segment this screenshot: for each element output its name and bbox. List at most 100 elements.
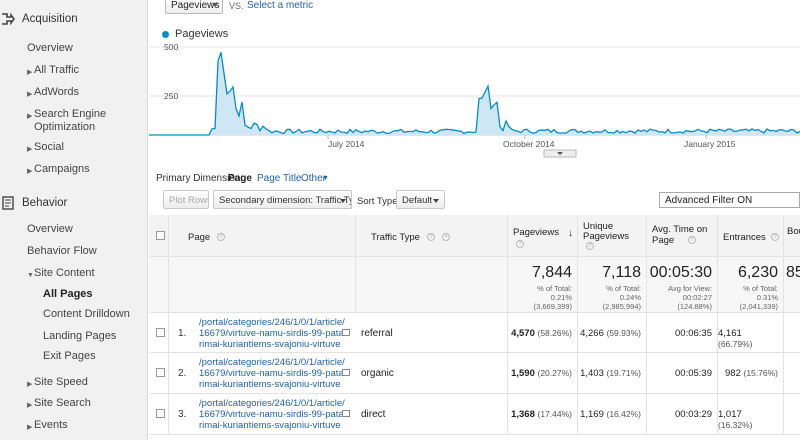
pageviews-pct: (17.44%) bbox=[537, 409, 573, 419]
total-value: 00:05:30 bbox=[649, 264, 712, 281]
entrances-value: 4,161 bbox=[718, 328, 742, 339]
header-bounce-label: Bou bbox=[787, 226, 800, 237]
remove-dimension-icon[interactable]: × bbox=[442, 233, 450, 241]
row-checkbox-cell bbox=[149, 394, 169, 434]
table-header-row: Page ? Traffic Type ? × Pageviews ? ↓ Un… bbox=[149, 215, 800, 257]
open-page-icon[interactable] bbox=[342, 369, 350, 376]
entrances-value: 982 bbox=[725, 368, 741, 379]
header-avg-time[interactable]: Avg. Time on Page ? bbox=[647, 215, 718, 256]
caret-down-icon bbox=[340, 199, 346, 203]
row-traffic-type: organic bbox=[356, 353, 508, 393]
row-page-cell: 2. /portal/categories/246/1/0/1/article/… bbox=[169, 353, 356, 393]
chevron-down-icon: ▼ bbox=[322, 175, 329, 182]
pageviews-chart[interactable]: 500 250 July 2014 October 2014 January 2… bbox=[149, 40, 800, 160]
pageviews-pct: (58.26%) bbox=[537, 328, 573, 338]
page-link[interactable]: /portal/categories/246/1/0/1/article/166… bbox=[199, 317, 345, 350]
row-page-cell: 1. /portal/categories/246/1/0/1/article/… bbox=[169, 313, 356, 352]
total-avg-time: 00:05:30 Avg for View: 00:02:27 (124.88%… bbox=[647, 257, 718, 312]
header-unique-pageviews[interactable]: Unique Pageviews ? bbox=[578, 215, 647, 256]
avg-time-value: 00:03:29 bbox=[675, 409, 712, 420]
table-row: 1. /portal/categories/246/1/0/1/article/… bbox=[149, 313, 800, 353]
help-icon[interactable]: ? bbox=[516, 240, 524, 248]
open-page-icon[interactable] bbox=[342, 329, 350, 336]
row-avg-time: 00:06:35 bbox=[647, 313, 718, 352]
total-pct-value: 0.24% bbox=[619, 293, 641, 302]
header-page[interactable]: Page ? bbox=[169, 215, 356, 256]
total-value: 6,230 bbox=[737, 264, 778, 281]
select-metric-link[interactable]: Select a metric bbox=[247, 0, 314, 11]
total-pct-value: 00:02:27 bbox=[682, 293, 712, 302]
open-page-icon[interactable] bbox=[342, 410, 350, 417]
sidebar-section-acquisition[interactable]: Acquisition bbox=[0, 8, 147, 30]
behavior-icon bbox=[2, 196, 14, 210]
pageviews-value: 1,590 bbox=[511, 368, 535, 379]
help-icon[interactable]: ? bbox=[688, 236, 696, 244]
chevron-right-icon: ▶ bbox=[27, 424, 33, 431]
total-pct-value: 0.21% bbox=[550, 293, 572, 302]
pageviews-area bbox=[149, 52, 800, 135]
dimension-page[interactable]: Page bbox=[228, 173, 252, 184]
total-of-value: (2,041,339) bbox=[739, 302, 778, 311]
sidebar: Acquisition Overview ▶ All Traffic ▶ AdW… bbox=[0, 0, 148, 440]
row-traffic-type: referral bbox=[356, 313, 508, 352]
row-checkbox[interactable] bbox=[156, 368, 165, 377]
row-pageviews: 1,368 (17.44%) bbox=[508, 394, 578, 434]
metric-dropdown[interactable]: Pageviews bbox=[165, 0, 223, 14]
advanced-filter-box[interactable]: Advanced Filter ON bbox=[659, 192, 800, 208]
sidebar-section-behavior[interactable]: Behavior bbox=[0, 192, 147, 214]
entrances-pct: (66.79%) bbox=[718, 339, 753, 349]
help-icon[interactable]: ? bbox=[217, 233, 225, 241]
dimension-page-title[interactable]: Page Title bbox=[257, 173, 302, 184]
chart-legend-label: Pageviews bbox=[175, 28, 229, 40]
help-icon[interactable]: ? bbox=[427, 233, 435, 241]
secondary-dimension-dropdown[interactable]: Secondary dimension: Traffic Type bbox=[213, 190, 352, 209]
total-unique-pageviews: 7,118 % of Total: 0.24% (2,985,994) bbox=[578, 257, 647, 312]
total-pct-label: % of Total: bbox=[537, 284, 572, 293]
help-icon[interactable]: ? bbox=[586, 242, 594, 250]
header-traffic-type-label: Traffic Type bbox=[371, 232, 420, 243]
row-bounce bbox=[784, 394, 800, 434]
row-avg-time: 00:03:29 bbox=[647, 394, 718, 434]
chevron-right-icon: ▶ bbox=[27, 69, 33, 76]
plot-rows-button[interactable]: Plot Rows bbox=[163, 190, 209, 209]
row-unique: 1,169 (16.42%) bbox=[578, 394, 647, 434]
chevron-down-icon: ▼ bbox=[27, 272, 34, 279]
row-checkbox[interactable] bbox=[156, 328, 165, 337]
metric-dropdown-label: Pageviews bbox=[171, 0, 220, 11]
traffic-type-value: organic bbox=[361, 368, 394, 379]
totals-spacer bbox=[169, 257, 356, 312]
header-unique-pageviews-label: Unique Pageviews bbox=[583, 221, 629, 242]
caret-down-icon bbox=[433, 199, 439, 203]
total-pct-value: 0.31% bbox=[756, 293, 778, 302]
help-icon[interactable]: ? bbox=[771, 233, 779, 241]
y-tick-label: 250 bbox=[164, 91, 178, 101]
total-value: 7,844 bbox=[531, 264, 572, 281]
row-checkbox-cell bbox=[149, 353, 169, 393]
vs-label: VS. bbox=[229, 1, 244, 11]
row-unique: 1,403 (19.71%) bbox=[578, 353, 647, 393]
header-bounce[interactable]: Bou bbox=[784, 215, 800, 256]
entrances-pct: (15.76%) bbox=[743, 368, 779, 378]
unique-value: 4,266 bbox=[580, 328, 604, 339]
sidebar-section-label: Acquisition bbox=[22, 13, 78, 25]
select-all-checkbox[interactable] bbox=[156, 231, 165, 240]
pageviews-pct: (20.27%) bbox=[537, 368, 573, 378]
pageviews-value: 4,570 bbox=[511, 328, 535, 339]
header-traffic-type[interactable]: Traffic Type ? × bbox=[356, 215, 508, 256]
total-of-value: (3,669,399) bbox=[533, 302, 572, 311]
row-checkbox[interactable] bbox=[156, 409, 165, 418]
page-link[interactable]: /portal/categories/246/1/0/1/article/166… bbox=[199, 357, 345, 390]
dimension-other[interactable]: Other bbox=[301, 173, 327, 184]
caret-down-icon bbox=[212, 3, 218, 7]
row-number: 3. bbox=[178, 409, 187, 420]
chevron-right-icon: ▶ bbox=[27, 146, 33, 153]
page-link[interactable]: /portal/categories/246/1/0/1/article/166… bbox=[199, 398, 345, 431]
header-entrances[interactable]: Entrances ? bbox=[718, 215, 784, 256]
sort-type-dropdown[interactable]: Default bbox=[396, 190, 445, 209]
avg-time-value: 00:05:39 bbox=[675, 368, 712, 379]
row-entrances: 4,161 (66.79%) bbox=[718, 313, 784, 352]
header-page-label: Page bbox=[188, 232, 211, 243]
header-pageviews[interactable]: Pageviews ? ↓ bbox=[508, 215, 578, 256]
unique-pct: (16.42%) bbox=[606, 409, 642, 419]
row-entrances: 982 (15.76%) bbox=[718, 353, 784, 393]
